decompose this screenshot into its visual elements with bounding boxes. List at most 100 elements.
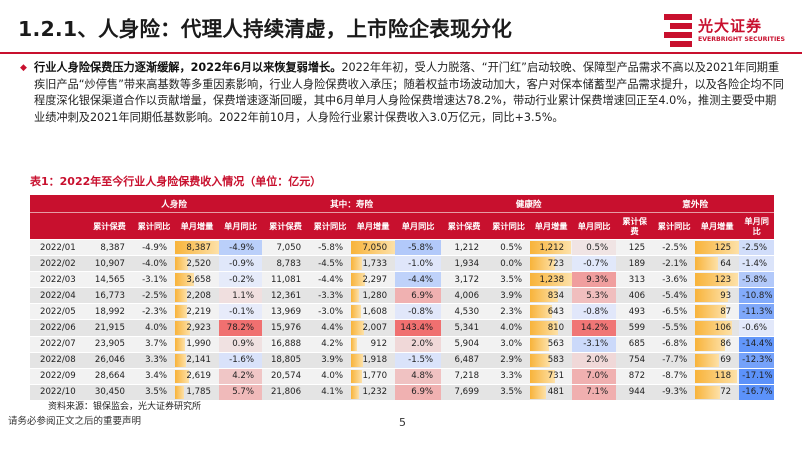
monthly-increment-cell: 87	[695, 303, 740, 321]
increment-bar	[695, 273, 739, 287]
monthly-increment-cell: 2,219	[175, 303, 219, 321]
monthly-increment-cell: 1,918	[351, 352, 396, 369]
cumulative-premium-cell: 4,530	[441, 303, 488, 321]
cumulative-yoy-cell: -2.5%	[653, 239, 696, 257]
increment-value: 1,238	[539, 274, 565, 285]
brand-logo: 光大证券 EVERBRIGHT SECURITIES	[664, 14, 796, 50]
increment-bar	[351, 289, 360, 303]
monthly-increment-cell: 1,770	[351, 368, 396, 385]
corner-cell	[30, 212, 86, 240]
cumulative-yoy-cell: 4.4%	[309, 319, 352, 337]
increment-value: 2,219	[186, 306, 211, 317]
monthly-increment-cell: 1,280	[351, 287, 396, 305]
table-group-header: 人身险 其中：寿险 健康险 意外险	[30, 195, 775, 213]
cumulative-yoy-cell: 4.2%	[309, 336, 352, 353]
increment-value: 93	[720, 290, 732, 301]
monthly-yoy-cell: -0.9%	[219, 255, 263, 273]
increment-value: 106	[714, 323, 732, 334]
increment-bar	[530, 305, 552, 319]
cumulative-premium-cell: 26,046	[86, 352, 133, 369]
sub-header-cell: 累计同比	[309, 212, 352, 240]
cumulative-premium-cell: 685	[616, 336, 654, 353]
cumulative-premium-cell: 125	[616, 239, 654, 257]
monthly-increment-cell: 118	[695, 368, 740, 385]
row-date: 2022/05	[30, 303, 86, 321]
monthly-yoy-cell: -3.1%	[572, 336, 617, 353]
cumulative-premium-cell: 5,904	[441, 336, 488, 353]
increment-bar	[351, 337, 357, 351]
monthly-increment-cell: 69	[695, 352, 740, 369]
monthly-increment-cell: 1,212	[530, 239, 573, 257]
monthly-increment-cell: 723	[530, 255, 573, 273]
monthly-yoy-cell: 6.9%	[395, 384, 442, 401]
cumulative-yoy-cell: -2.1%	[653, 255, 696, 273]
group-header-health: 健康险	[441, 195, 617, 213]
increment-value: 1,990	[186, 339, 211, 350]
cumulative-yoy-cell: -3.6%	[653, 271, 696, 289]
sub-header-cell: 累计保费	[262, 212, 310, 240]
row-date: 2022/06	[30, 319, 86, 337]
monthly-yoy-cell: -10.8%	[739, 287, 775, 305]
monthly-increment-cell: 810	[530, 319, 573, 337]
increment-bar	[695, 305, 726, 319]
increment-value: 3,658	[186, 274, 211, 285]
increment-bar	[695, 321, 733, 335]
monthly-yoy-cell: 0.5%	[572, 239, 617, 257]
increment-value: 810	[547, 323, 565, 334]
cumulative-yoy-cell: -4.0%	[133, 255, 175, 273]
cumulative-yoy-cell: -4.4%	[309, 271, 352, 289]
increment-bar	[351, 273, 366, 287]
cumulative-yoy-cell: -5.4%	[653, 287, 696, 305]
sub-header-cell: 累计保费	[86, 212, 133, 240]
increment-value: 1,785	[186, 387, 211, 398]
increment-bar	[175, 337, 186, 351]
increment-bar	[695, 353, 720, 367]
cumulative-premium-cell: 599	[616, 319, 654, 337]
group-header-life: 其中：寿险	[262, 195, 442, 213]
cumulative-yoy-cell: -3.0%	[309, 303, 352, 321]
cumulative-premium-cell: 10,907	[86, 255, 133, 273]
row-date: 2022/02	[30, 255, 86, 273]
cumulative-premium-cell: 944	[616, 384, 654, 401]
increment-value: 563	[547, 339, 565, 350]
cumulative-premium-cell: 7,699	[441, 384, 488, 401]
brand-name-cn: 光大证券	[698, 17, 763, 35]
monthly-increment-cell: 93	[695, 287, 740, 305]
row-date: 2022/09	[30, 368, 86, 385]
monthly-yoy-cell: -0.2%	[219, 271, 263, 289]
increment-bar	[175, 257, 189, 271]
monthly-yoy-cell: -0.6%	[739, 319, 775, 337]
increment-value: 2,208	[186, 290, 211, 301]
monthly-increment-cell: 643	[530, 303, 573, 321]
table-row: 2022/04 16,773 -2.5% 2,208 1.1% 12,361 -3.3% 1,…	[30, 287, 775, 305]
increment-bar	[530, 321, 558, 335]
increment-bar	[175, 305, 187, 319]
cumulative-premium-cell: 21,806	[262, 384, 310, 401]
cumulative-yoy-cell: -8.7%	[653, 368, 696, 385]
increment-bar	[530, 353, 550, 367]
cumulative-yoy-cell: -9.3%	[653, 384, 696, 401]
monthly-increment-cell: 583	[530, 352, 573, 369]
cumulative-premium-cell: 5,341	[441, 319, 488, 337]
increment-bar	[530, 369, 555, 383]
monthly-yoy-cell: 5.3%	[572, 287, 617, 305]
increment-value: 2,923	[186, 323, 211, 334]
monthly-yoy-cell: -5.8%	[739, 271, 775, 289]
increment-value: 1,733	[362, 258, 388, 269]
cumulative-yoy-cell: -3.1%	[133, 271, 175, 289]
monthly-increment-cell: 731	[530, 368, 573, 385]
cumulative-yoy-cell: 2.3%	[487, 303, 531, 321]
monthly-yoy-cell: -2.5%	[739, 239, 775, 257]
monthly-yoy-cell: 0.9%	[219, 336, 263, 353]
sub-header-cell: 累计同比	[133, 212, 175, 240]
monthly-yoy-cell: 7.1%	[572, 384, 617, 401]
cumulative-yoy-cell: 3.7%	[133, 336, 175, 353]
monthly-yoy-cell: 2.0%	[572, 352, 617, 369]
cumulative-premium-cell: 7,218	[441, 368, 488, 385]
monthly-yoy-cell: 2.0%	[395, 336, 442, 353]
monthly-increment-cell: 1,232	[351, 384, 396, 401]
cumulative-premium-cell: 18,805	[262, 352, 310, 369]
cumulative-yoy-cell: 4.0%	[309, 368, 352, 385]
cumulative-yoy-cell: 3.9%	[309, 352, 352, 369]
increment-bar	[695, 369, 737, 383]
